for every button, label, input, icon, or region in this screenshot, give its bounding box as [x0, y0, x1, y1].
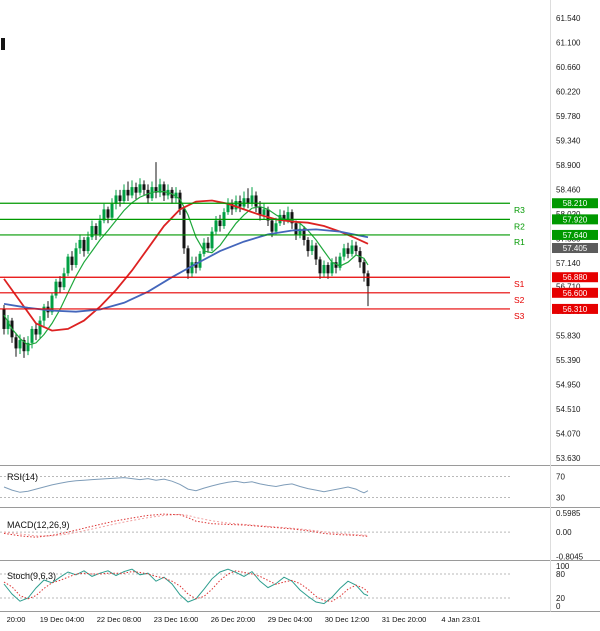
edge-mark	[1, 38, 5, 50]
svg-text:54.510: 54.510	[556, 405, 581, 414]
svg-text:-0.8045: -0.8045	[556, 553, 584, 562]
rsi-line	[3, 477, 369, 494]
svg-text:30 Dec 12:00: 30 Dec 12:00	[325, 615, 370, 624]
ma-fast-line	[3, 191, 369, 346]
svg-text:55.390: 55.390	[556, 356, 581, 365]
level-label: R3	[514, 205, 525, 215]
svg-text:56.310: 56.310	[563, 305, 588, 314]
svg-text:58.900: 58.900	[556, 161, 581, 170]
svg-text:58.020: 58.020	[556, 210, 581, 219]
price-level-badges: 58.210 57.920 57.640 56.880 56.600 56.310 57.4…	[552, 198, 598, 314]
svg-text:0.5985: 0.5985	[556, 509, 581, 518]
level-label: R2	[514, 221, 525, 231]
svg-text:53.630: 53.630	[556, 454, 581, 463]
panel-separators	[0, 0, 600, 612]
svg-text:0: 0	[556, 602, 561, 611]
indicator-scale-labels: 70 30 0.5985 0.00 -0.8045	[556, 473, 584, 562]
svg-text:54.070: 54.070	[556, 430, 581, 439]
svg-text:80: 80	[556, 570, 565, 579]
level-label: R1	[514, 237, 525, 247]
macd-signal-line	[3, 513, 369, 537]
support-resistance-lines: R3 R2 R1 S1 S2 S3	[0, 202, 525, 321]
stoch-k-line	[3, 568, 369, 605]
svg-text:100: 100	[556, 562, 570, 571]
macd-line	[3, 513, 369, 538]
svg-text:23 Dec 16:00: 23 Dec 16:00	[154, 615, 199, 624]
time-axis-labels: 20:00 19 Dec 04:00 22 Dec 08:00 23 Dec 16:0…	[7, 615, 481, 624]
ma-slow-line	[3, 228, 369, 313]
svg-text:22 Dec 08:00: 22 Dec 08:00	[97, 615, 142, 624]
svg-text:60.660: 60.660	[556, 63, 581, 72]
svg-text:56.880: 56.880	[563, 273, 588, 282]
indicator-guide-lines	[0, 476, 510, 599]
level-label: S3	[514, 311, 525, 321]
svg-text:58.460: 58.460	[556, 185, 581, 194]
svg-text:4 Jan 23:01: 4 Jan 23:01	[441, 615, 480, 624]
svg-text:57.920: 57.920	[563, 215, 588, 224]
svg-text:26 Dec 20:00: 26 Dec 20:00	[211, 615, 256, 624]
svg-text:0.00: 0.00	[556, 528, 572, 537]
svg-text:70: 70	[556, 473, 565, 482]
svg-text:60.220: 60.220	[556, 87, 581, 96]
level-label: S2	[514, 295, 525, 305]
svg-text:19 Dec 04:00: 19 Dec 04:00	[40, 615, 85, 624]
svg-text:30: 30	[556, 494, 565, 503]
ma-mid-line	[3, 199, 369, 332]
stoch-panel-label: Stoch(9,6,3)	[7, 571, 57, 581]
svg-text:57.640: 57.640	[563, 231, 588, 240]
svg-text:29 Dec 04:00: 29 Dec 04:00	[268, 615, 313, 624]
svg-text:55.830: 55.830	[556, 332, 581, 341]
svg-text:57.140: 57.140	[556, 259, 581, 268]
macd-panel-label: MACD(12,26,9)	[7, 520, 70, 530]
level-label: S1	[514, 279, 525, 289]
svg-text:61.540: 61.540	[556, 14, 581, 23]
svg-text:57.405: 57.405	[563, 244, 588, 253]
svg-text:56.600: 56.600	[563, 289, 588, 298]
svg-text:20:00: 20:00	[7, 615, 26, 624]
svg-text:54.950: 54.950	[556, 381, 581, 390]
svg-text:61.100: 61.100	[556, 38, 581, 47]
svg-text:59.340: 59.340	[556, 136, 581, 145]
svg-text:59.780: 59.780	[556, 112, 581, 121]
svg-text:20: 20	[556, 594, 565, 603]
svg-text:58.210: 58.210	[563, 199, 588, 208]
price-axis-ticks: 61.540 61.100 60.660 60.220 59.780 59.340 58.9…	[556, 14, 581, 463]
svg-text:56.710: 56.710	[556, 283, 581, 292]
svg-text:31 Dec 20:00: 31 Dec 20:00	[382, 615, 427, 624]
candlestick-series	[2, 162, 370, 358]
stoch-d-line	[3, 570, 369, 602]
rsi-panel-label: RSI(14)	[7, 472, 39, 482]
